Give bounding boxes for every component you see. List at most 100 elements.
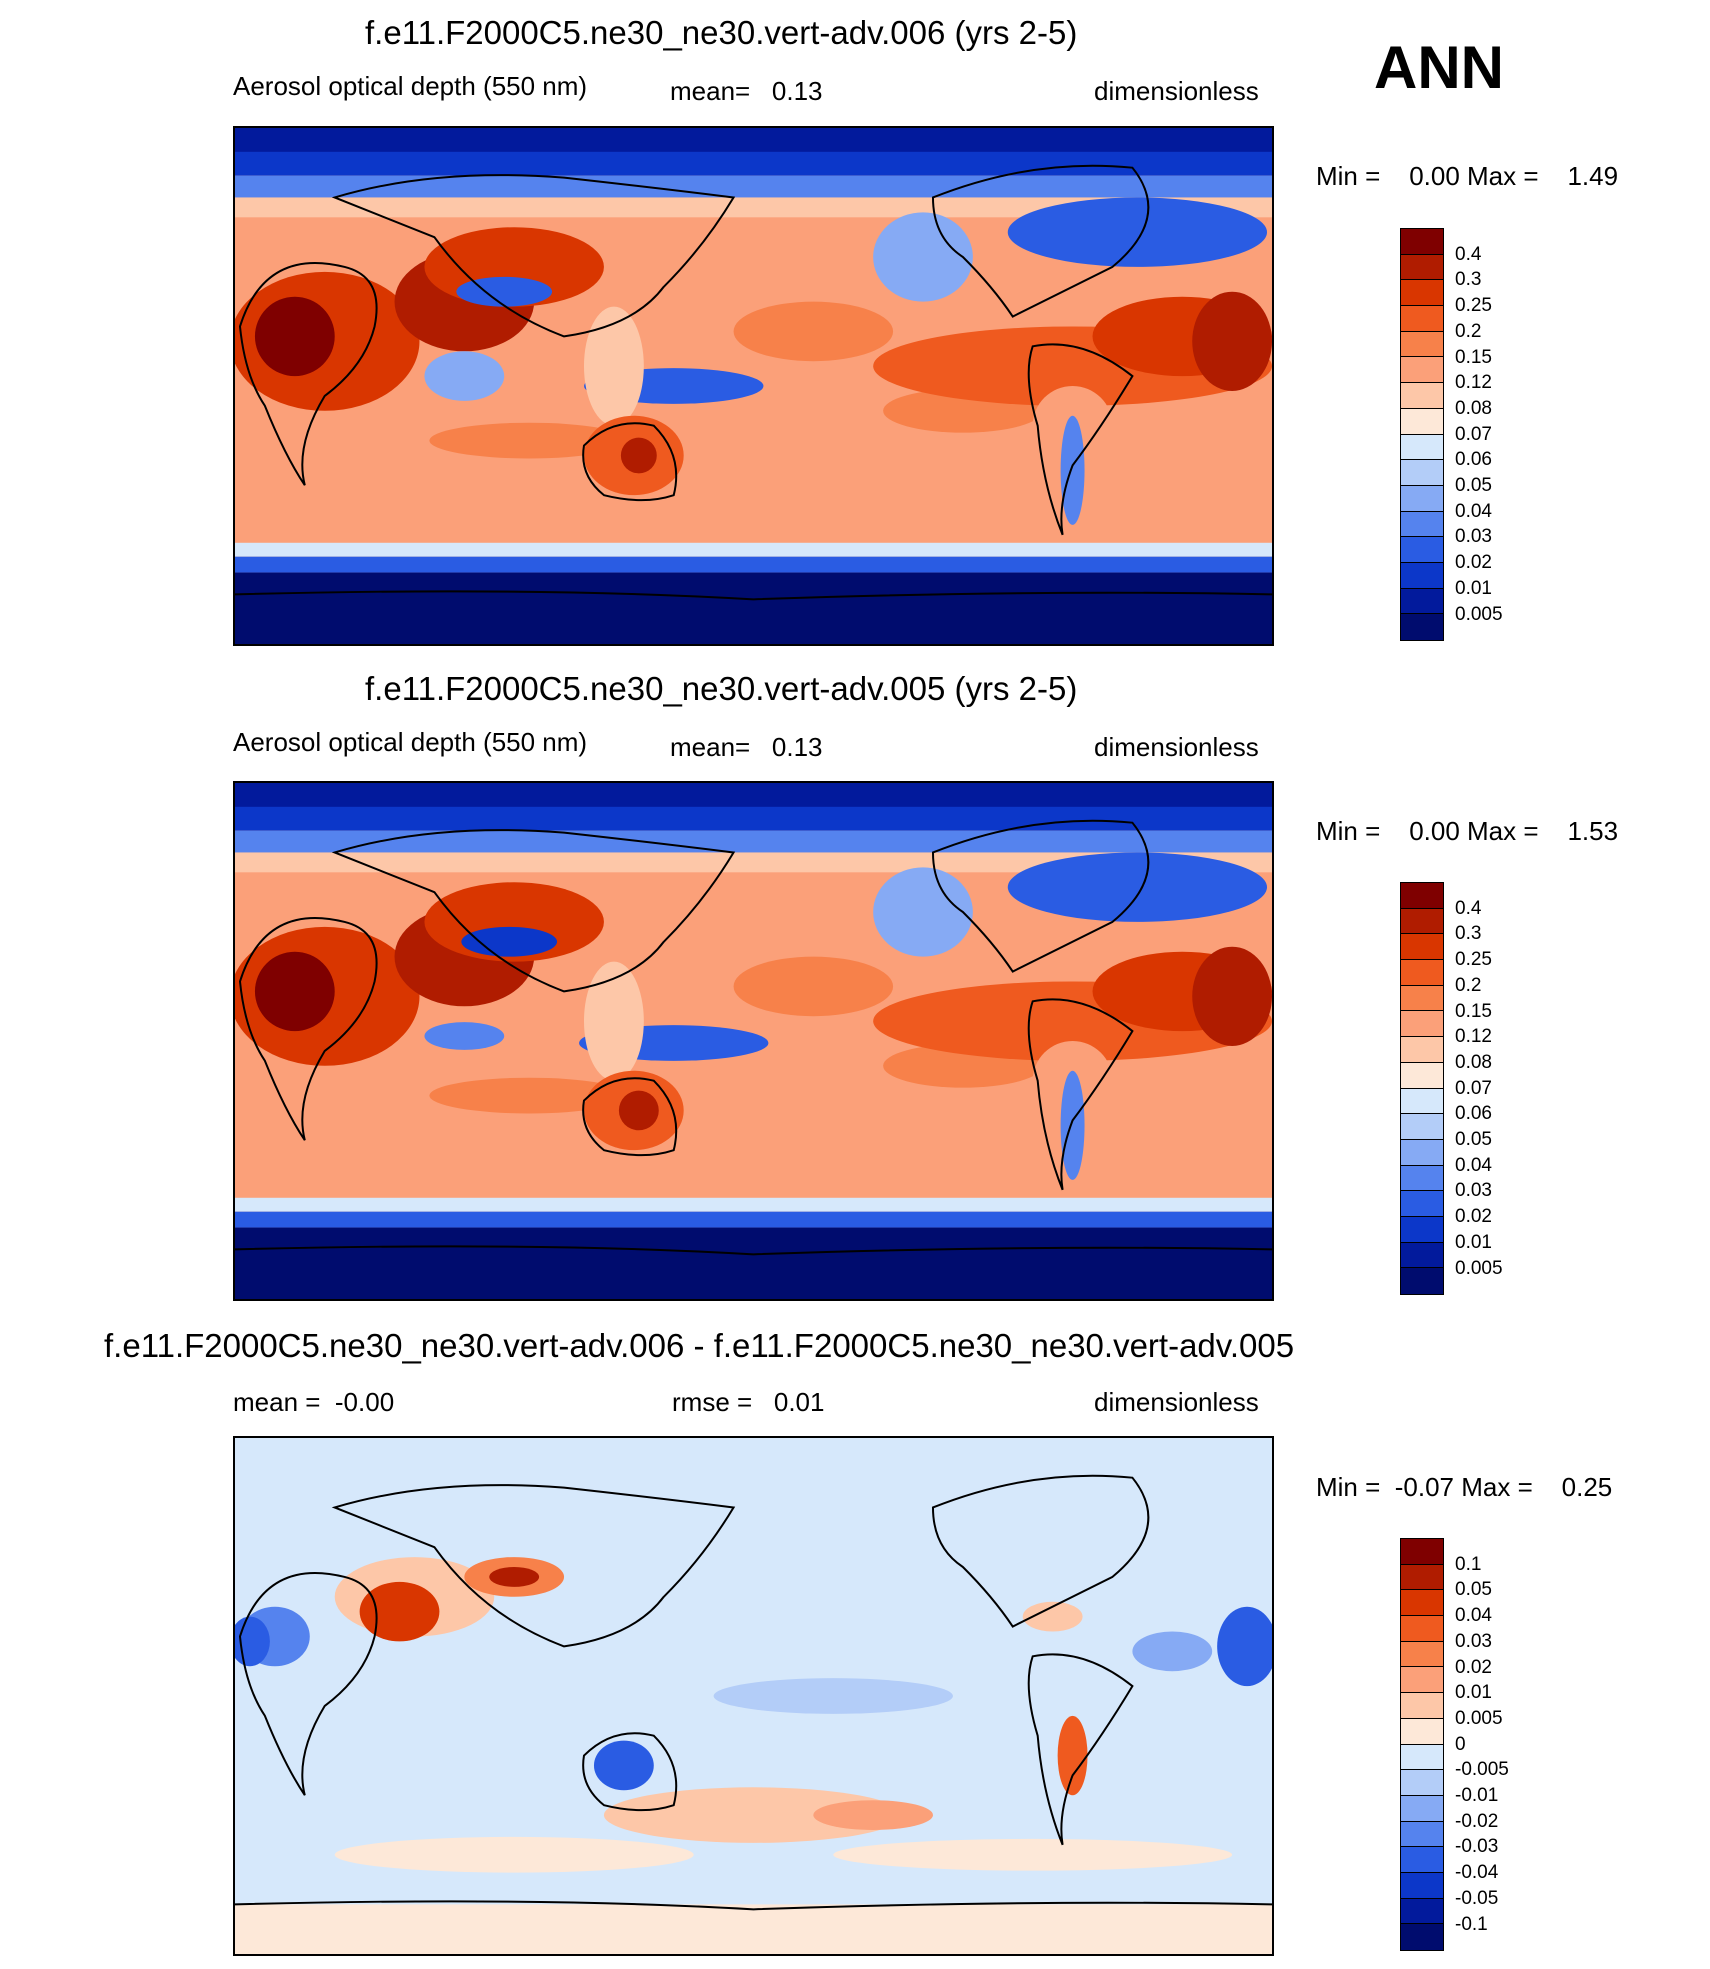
colorbar-tick-label: -0.01: [1455, 1785, 1499, 1806]
colorbar-swatch: [1401, 1847, 1443, 1873]
colorbar-swatch: [1401, 434, 1443, 461]
colorbar-tick-label: 0.05: [1455, 475, 1492, 496]
colorbar-tick-label: 0.06: [1455, 1103, 1492, 1125]
panel3-difference-map: [233, 1436, 1274, 1956]
colorbar-swatch: [1401, 1924, 1443, 1950]
colorbar-tick-label: 0.03: [1455, 1630, 1492, 1652]
colorbar-tick-label: -0.05: [1455, 1887, 1499, 1909]
panel1-map-svg: [235, 128, 1272, 644]
colorbar-tick-label: 0.12: [1455, 1026, 1492, 1048]
colorbar-swatch: [1401, 1616, 1443, 1642]
panel1-mean-label: mean= 0.13: [670, 76, 823, 106]
panel3-mean-label: mean = -0.00: [233, 1387, 395, 1417]
colorbar-tick-label: 0.02: [1455, 552, 1492, 574]
panel2-colorbar-box: [1400, 882, 1444, 1295]
panel2-variable-label: Aerosol optical depth (550 nm): [233, 727, 588, 757]
colorbar-tick-label: 0.15: [1455, 346, 1492, 368]
colorbar-swatch: [1401, 485, 1443, 512]
colorbar-swatch: [1401, 1139, 1443, 1166]
panel3-map-svg: [235, 1438, 1272, 1954]
colorbar-tick-label: 0.12: [1455, 372, 1492, 394]
colorbar-swatch: [1401, 280, 1443, 307]
colorbar-tick-label: 0.01: [1455, 1682, 1492, 1704]
colorbar-swatch: [1401, 1590, 1443, 1617]
panel2-mean-label: mean= 0.13: [670, 732, 823, 762]
colorbar-swatch: [1401, 1795, 1443, 1822]
colorbar-tick-label: 0.4: [1455, 897, 1482, 919]
colorbar-tick-label: 0.03: [1455, 1180, 1492, 1202]
colorbar-swatch: [1401, 1872, 1443, 1899]
colorbar-tick-label: 0.01: [1455, 1231, 1492, 1253]
colorbar-swatch: [1401, 383, 1443, 409]
colorbar-swatch: [1401, 1114, 1443, 1140]
colorbar-swatch: [1401, 1062, 1443, 1089]
colorbar-tick-label: 0.02: [1455, 1656, 1492, 1678]
colorbar-tick-label: 0.2: [1455, 320, 1482, 342]
colorbar-tick-label: 0.005: [1455, 1257, 1503, 1279]
colorbar-swatch: [1401, 1718, 1443, 1745]
colorbar-tick-label: 0.2: [1455, 974, 1482, 996]
colorbar-swatch: [1401, 1037, 1443, 1063]
colorbar-swatch: [1401, 1216, 1443, 1243]
colorbar-tick-label: 0.25: [1455, 295, 1492, 317]
colorbar-tick-label: 0.04: [1455, 1154, 1492, 1176]
colorbar-tick-label: 0.15: [1455, 1000, 1492, 1022]
colorbar-tick-label: 0.08: [1455, 1051, 1492, 1073]
panel3-minmax-label: Min = -0.07 Max = 0.25: [1316, 1472, 1613, 1502]
colorbar-swatch: [1401, 306, 1443, 332]
colorbar-swatch: [1401, 1693, 1443, 1719]
colorbar-tick-label: 0.02: [1455, 1206, 1492, 1228]
colorbar-swatch: [1401, 511, 1443, 538]
colorbar-tick-label: -0.005: [1455, 1759, 1509, 1781]
colorbar-tick-label: -0.1: [1455, 1913, 1488, 1935]
panel3-rmse-label: rmse = 0.01: [672, 1387, 825, 1417]
panel2-aod-map: [233, 781, 1274, 1301]
colorbar-tick-label: 0.4: [1455, 243, 1482, 265]
colorbar-tick-label: 0.08: [1455, 397, 1492, 419]
colorbar-tick-label: 0.3: [1455, 269, 1482, 291]
colorbar-tick-label: 0.03: [1455, 526, 1492, 548]
colorbar-swatch: [1401, 1539, 1443, 1565]
colorbar-swatch: [1401, 537, 1443, 563]
colorbar-tick-label: 0.05: [1455, 1579, 1492, 1601]
colorbar-swatch: [1401, 1165, 1443, 1192]
colorbar-swatch: [1401, 1191, 1443, 1217]
colorbar-tick-label: 0.07: [1455, 423, 1492, 445]
colorbar-swatch: [1401, 588, 1443, 615]
colorbar-swatch: [1401, 1821, 1443, 1848]
panel1-units-label: dimensionless: [1094, 76, 1259, 106]
panel1-aod-map: [233, 126, 1274, 646]
panel2-map-svg: [235, 783, 1272, 1299]
colorbar-swatch: [1401, 1242, 1443, 1269]
colorbar-swatch: [1401, 934, 1443, 961]
colorbar-swatch: [1401, 1564, 1443, 1591]
colorbar-swatch: [1401, 1898, 1443, 1925]
colorbar-swatch: [1401, 562, 1443, 589]
panel3-colorbar-box: [1400, 1538, 1444, 1951]
colorbar-tick-label: 0.005: [1455, 603, 1503, 625]
colorbar-swatch: [1401, 229, 1443, 255]
colorbar-tick-label: 0.3: [1455, 923, 1482, 945]
panel1-minmax-label: Min = 0.00 Max = 1.49: [1316, 161, 1619, 191]
colorbar-swatch: [1401, 1667, 1443, 1694]
panel3-units-label: dimensionless: [1094, 1387, 1259, 1417]
panel1-colorbar-box: [1400, 228, 1444, 641]
colorbar-tick-label: 0.07: [1455, 1077, 1492, 1099]
season-label: ANN: [1374, 34, 1504, 101]
colorbar-swatch: [1401, 985, 1443, 1012]
colorbar-swatch: [1401, 1268, 1443, 1294]
colorbar-tick-label: 0.005: [1455, 1707, 1503, 1729]
colorbar-swatch: [1401, 1011, 1443, 1038]
colorbar-tick-label: 0.05: [1455, 1129, 1492, 1150]
colorbar-swatch: [1401, 614, 1443, 640]
panel2-units-label: dimensionless: [1094, 732, 1259, 762]
colorbar-swatch: [1401, 357, 1443, 384]
panel1-title: f.e11.F2000C5.ne30_ne30.vert-adv.006 (yr…: [365, 14, 1078, 51]
colorbar-swatch: [1401, 1641, 1443, 1668]
colorbar-tick-label: -0.04: [1455, 1862, 1499, 1884]
colorbar-swatch: [1401, 908, 1443, 935]
colorbar-tick-label: 0.06: [1455, 449, 1492, 471]
panel2-colorbar: [1400, 882, 1444, 1295]
colorbar-tick-label: -0.03: [1455, 1836, 1499, 1858]
panel3-title: f.e11.F2000C5.ne30_ne30.vert-adv.006 - f…: [104, 1327, 1295, 1364]
